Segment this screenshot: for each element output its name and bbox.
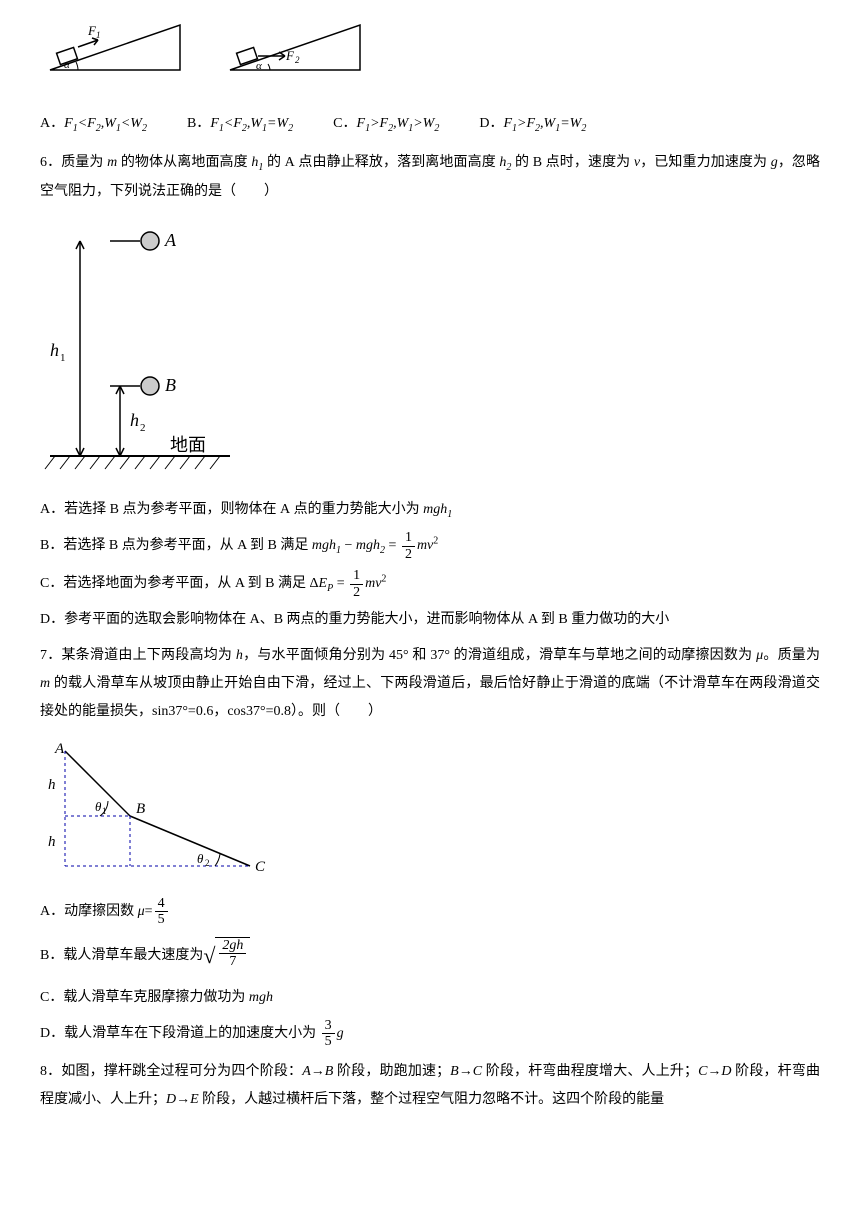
svg-text:C: C <box>255 859 266 875</box>
q6-diagram: A h 1 B h 2 地面 <box>40 221 820 481</box>
svg-text:B: B <box>136 801 145 817</box>
q5-option-a: A．F1<F2,W1<W2 <box>40 110 147 139</box>
q5-option-d: D．F1>F2,W1=W2 <box>479 110 586 139</box>
svg-text:h: h <box>48 834 56 850</box>
svg-text:α: α <box>256 60 262 72</box>
svg-text:A: A <box>54 741 65 757</box>
svg-text:h: h <box>130 410 139 430</box>
q7-option-a: A．动摩擦因数 μ=45 <box>40 896 820 928</box>
q6-option-d: D．参考平面的选取会影响物体在 A、B 两点的重力势能大小，进而影响物体从 A … <box>40 606 820 634</box>
svg-text:h: h <box>48 777 56 793</box>
svg-text:θ: θ <box>95 799 102 814</box>
q6-option-b: B．若选择 B 点为参考平面，从 A 到 B 满足 mgh1 − mgh2 = … <box>40 530 820 562</box>
incline-diagram-2: F 2 α <box>220 20 370 80</box>
q5-options-row: A．F1<F2,W1<W2 B．F1<F2,W1=W2 C．F1>F2,W1>W… <box>40 110 820 139</box>
svg-text:θ: θ <box>197 851 204 866</box>
svg-text:1: 1 <box>102 806 107 816</box>
q5-option-c: C．F1>F2,W1>W2 <box>333 110 439 139</box>
label-b: B <box>165 375 176 395</box>
inclined-plane-diagrams: F 1 α F 2 α <box>40 20 820 80</box>
svg-text:2: 2 <box>140 422 146 434</box>
q6-text: 6．质量为 m 的物体从离地面高度 h1 的 A 点由静止释放，落到离地面高度 … <box>40 149 820 206</box>
svg-text:h: h <box>50 340 59 360</box>
q6-option-c: C．若选择地面为参考平面，从 A 到 B 满足 ΔEP = 12mv2 <box>40 568 820 600</box>
svg-text:1: 1 <box>96 30 101 40</box>
label-a: A <box>164 230 177 250</box>
q7-option-c: C．载人滑草车克服摩擦力做功为 mgh <box>40 984 820 1012</box>
q7-option-d: D．载人滑草车在下段滑道上的加速度大小为 35g <box>40 1018 820 1050</box>
svg-text:2: 2 <box>205 858 210 868</box>
q5-option-b: B．F1<F2,W1=W2 <box>187 110 293 139</box>
svg-text:F: F <box>285 48 295 63</box>
q6-option-a: A．若选择 B 点为参考平面，则物体在 A 点的重力势能大小为 mgh1 <box>40 496 820 525</box>
svg-text:2: 2 <box>295 55 300 65</box>
q7-option-b: B．载人滑草车最大速度为√2gh7 <box>40 934 820 978</box>
label-ground: 地面 <box>170 435 206 455</box>
incline-diagram-1: F 1 α <box>40 20 190 80</box>
svg-text:α: α <box>64 59 70 71</box>
q7-diagram: A B C h h θ 1 θ 2 <box>40 741 820 881</box>
q8-text: 8．如图，撑杆跳全过程可分为四个阶段：A→B 阶段，助跑加速；B→C 阶段，杆弯… <box>40 1058 820 1114</box>
svg-text:1: 1 <box>60 352 66 364</box>
q7-text: 7．某条滑道由上下两段高均为 h，与水平面倾角分别为 45° 和 37° 的滑道… <box>40 642 820 726</box>
